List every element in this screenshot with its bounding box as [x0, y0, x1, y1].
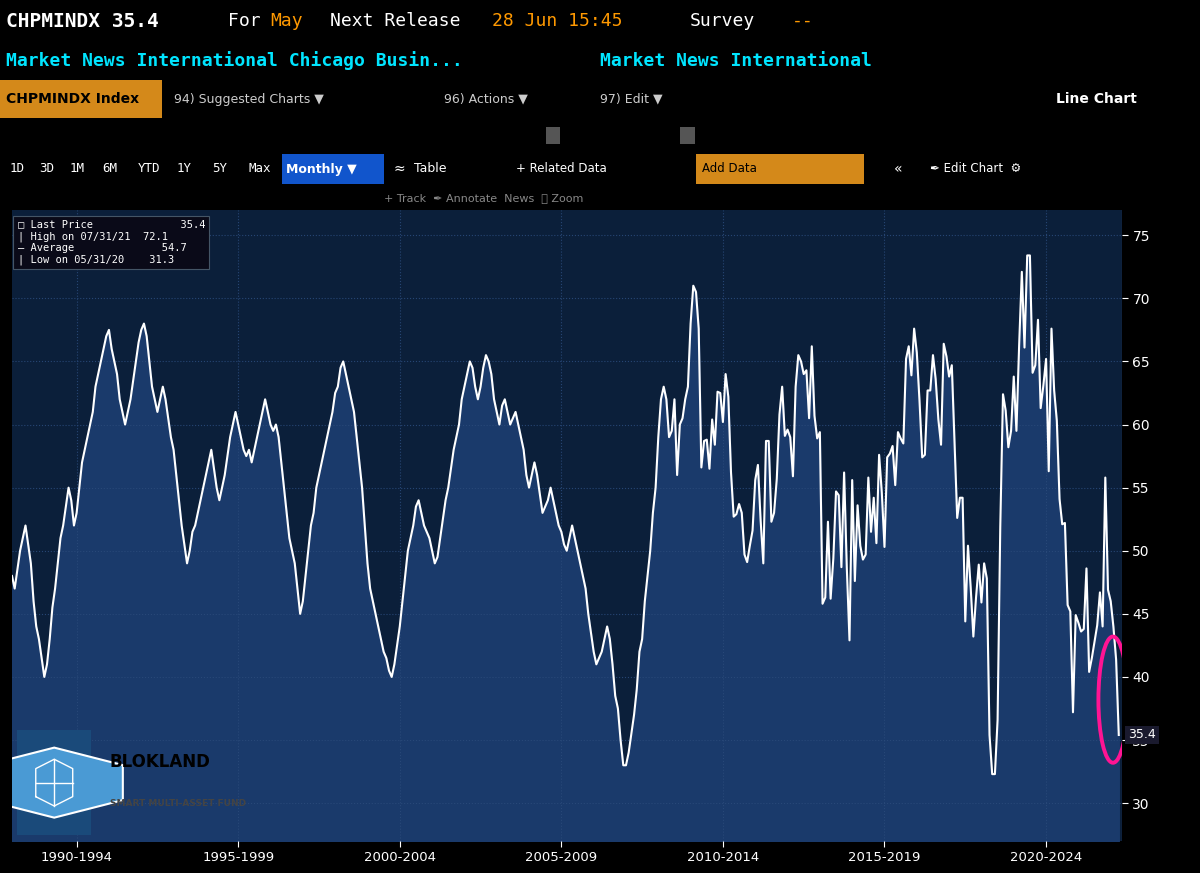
Bar [282, 154, 384, 184]
Text: + Track  ✒ Annotate  News  🔍 Zoom: + Track ✒ Annotate News 🔍 Zoom [384, 193, 583, 203]
Text: 97) Edit ▼: 97) Edit ▼ [600, 93, 662, 106]
Text: 1Y: 1Y [176, 162, 192, 175]
Bar [680, 127, 695, 143]
Text: -: - [126, 128, 133, 141]
Text: CHPMINDX 35.4: CHPMINDX 35.4 [6, 11, 158, 31]
Text: YTD: YTD [138, 162, 161, 175]
Text: Mov Avgs ✒: Mov Avgs ✒ [566, 130, 632, 140]
Text: CHPMINDX Index: CHPMINDX Index [6, 92, 139, 106]
Text: 35.4: 35.4 [1128, 728, 1156, 741]
Text: Local CCY: Local CCY [396, 128, 460, 141]
Text: 96) Actions ▼: 96) Actions ▼ [444, 93, 528, 106]
Text: + Related Data: + Related Data [516, 162, 607, 175]
Text: 05/31/2024: 05/31/2024 [138, 128, 209, 141]
Text: 94) Suggested Charts ▼: 94) Suggested Charts ▼ [174, 93, 324, 106]
Text: ≈: ≈ [394, 162, 406, 176]
Bar [100, 123, 121, 147]
Text: 1M: 1M [70, 162, 84, 175]
Text: 05/31/1990: 05/31/1990 [4, 128, 74, 141]
Text: 6M: 6M [102, 162, 118, 175]
Text: SMART MULTI-ASSET FUND: SMART MULTI-ASSET FUND [109, 799, 246, 808]
Text: ▼: ▼ [514, 130, 521, 140]
Text: 5Y: 5Y [212, 162, 228, 175]
Text: BLOKLAND: BLOKLAND [109, 753, 210, 771]
Bar [238, 123, 259, 147]
Text: 3D: 3D [40, 162, 55, 175]
Text: Market News International: Market News International [600, 52, 872, 70]
Text: Market News International Chicago Busin...: Market News International Chicago Busin.… [6, 52, 463, 71]
Text: 28 Jun 15:45: 28 Jun 15:45 [492, 12, 623, 30]
Bar [490, 123, 508, 147]
Bar [546, 127, 560, 143]
Text: Max: Max [248, 162, 271, 175]
Text: For: For [228, 12, 271, 30]
Bar [0, 80, 162, 118]
Text: ✒ Edit Chart  ⚙: ✒ Edit Chart ⚙ [930, 162, 1021, 175]
Text: «: « [894, 162, 902, 176]
Text: --: -- [792, 12, 814, 30]
Text: Add Data: Add Data [702, 162, 757, 175]
Text: Next Release: Next Release [330, 12, 461, 30]
Text: Line Chart: Line Chart [1056, 92, 1136, 106]
Text: Survey: Survey [690, 12, 755, 30]
Text: Last Px: Last Px [266, 128, 317, 141]
Text: 1D: 1D [10, 162, 24, 175]
Text: Table: Table [414, 162, 446, 175]
Bar [696, 154, 864, 184]
Text: □ Last Price              35.4
| High on 07/31/21  72.1
— Average              5: □ Last Price 35.4 | High on 07/31/21 72.… [18, 219, 205, 265]
Text: Monthly ▼: Monthly ▼ [286, 162, 356, 175]
Text: Key Events: Key Events [701, 130, 762, 140]
Polygon shape [0, 747, 122, 818]
Text: May: May [270, 12, 302, 30]
